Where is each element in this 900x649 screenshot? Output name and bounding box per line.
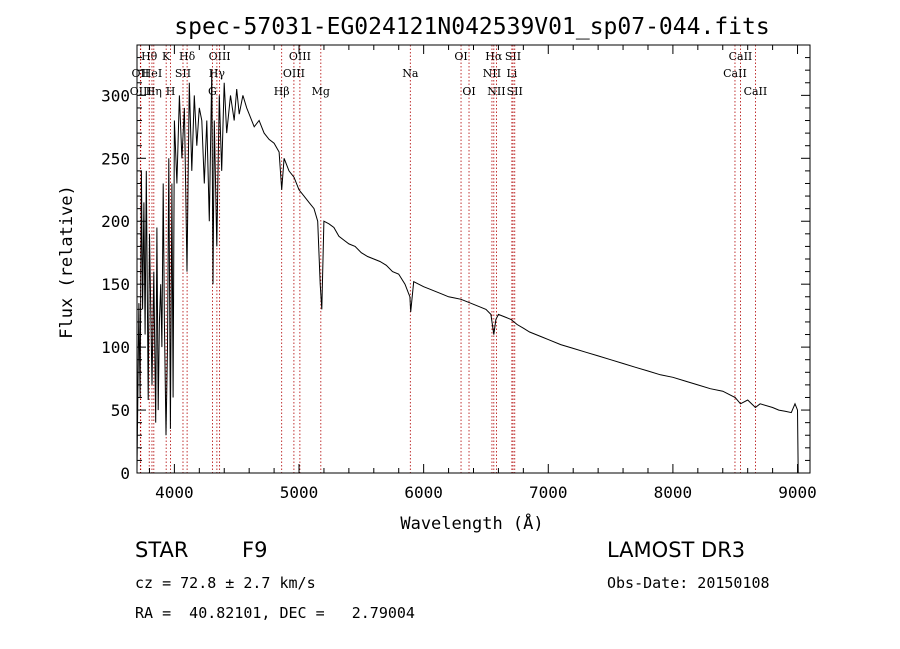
line-label-17: OI <box>454 50 467 63</box>
line-label-6: SII <box>175 67 191 80</box>
line-label-4: Hη <box>146 85 162 98</box>
chart-title: spec-57031-EG024121N042539V01_sp07-044.f… <box>174 14 769 40</box>
line-label-12: Hβ <box>274 85 290 98</box>
line-label-15: Mg <box>312 85 330 98</box>
y-tick-label: 100 <box>101 338 130 357</box>
line-label-5: K <box>162 50 171 63</box>
y-tick-label: 300 <box>101 86 130 105</box>
observation-date: Obs-Date: 20150108 <box>607 574 770 592</box>
line-label-21: NII <box>483 67 501 80</box>
y-tick-label: 0 <box>120 464 130 483</box>
line-label-27: CaII <box>744 85 768 98</box>
line-label-16: Na <box>402 67 419 80</box>
line-label-26: CaII <box>723 67 747 80</box>
coordinates: RA = 40.82101, DEC = 2.79004 <box>135 604 415 622</box>
y-axis: 0 50 100 150 200 250 300 <box>101 44 810 483</box>
line-label-9: OIII <box>209 50 231 63</box>
x-axis-label: Wavelength (Å) <box>400 512 543 534</box>
line-label-8: H <box>166 85 176 98</box>
spectral-subclass: F9 <box>242 538 268 562</box>
survey-name: LAMOST DR3 <box>607 538 746 562</box>
plot-frame <box>136 44 811 474</box>
y-tick-label: 250 <box>101 149 130 168</box>
line-label-13: OIII <box>289 50 311 63</box>
x-tick-label: 4000 <box>155 483 194 502</box>
line-label-0: Hθ <box>141 50 158 63</box>
spectrum-line <box>136 70 799 474</box>
line-label-7: Hδ <box>179 50 196 63</box>
y-tick-label: 50 <box>111 401 130 420</box>
line-label-2: OIII <box>130 85 152 98</box>
y-tick-label: 200 <box>101 212 130 231</box>
object-class: STAR <box>135 538 189 562</box>
y-tick-label: 150 <box>101 275 130 294</box>
line-label-3: HeI <box>142 67 162 80</box>
line-label-25: CaII <box>729 50 753 63</box>
line-label-18: OI <box>462 85 475 98</box>
line-label-23: NII <box>487 85 505 98</box>
line-label-24: SII <box>507 85 523 98</box>
x-tick-label: 6000 <box>404 483 443 502</box>
line-label-19: Hα <box>485 50 503 63</box>
line-label-20: SII <box>505 50 521 63</box>
line-label-14: OIII <box>283 67 305 80</box>
y-axis-label: Flux (relative) <box>57 185 77 339</box>
redshift-velocity: cz = 72.8 ± 2.7 km/s <box>135 574 316 592</box>
x-tick-label: 8000 <box>654 483 693 502</box>
x-axis: 4000 5000 6000 7000 8000 9000 <box>148 45 817 502</box>
x-tick-label: 5000 <box>280 483 319 502</box>
x-tick-label: 7000 <box>529 483 568 502</box>
line-label-22: Li <box>506 67 517 80</box>
x-tick-label: 9000 <box>778 483 817 502</box>
line-label-10: Hγ <box>209 67 226 80</box>
